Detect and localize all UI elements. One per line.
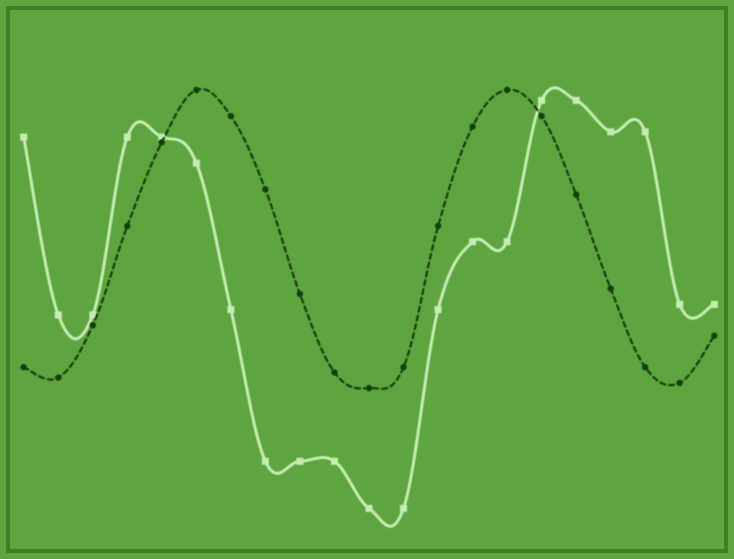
data-point — [227, 112, 235, 120]
data-point — [642, 364, 649, 371]
data-point — [538, 96, 546, 104]
data-point — [607, 128, 615, 136]
data-point — [538, 112, 545, 120]
data-point — [158, 133, 166, 141]
data-point — [331, 457, 338, 465]
data-point — [400, 504, 407, 512]
data-point — [469, 238, 477, 246]
data-point — [469, 123, 476, 130]
data-point — [54, 311, 62, 319]
data-point — [89, 322, 97, 329]
data-point — [20, 133, 28, 141]
data-point — [193, 86, 200, 94]
data-point — [158, 139, 165, 146]
data-point — [434, 306, 442, 314]
series-light-solid — [20, 86, 718, 528]
data-point — [20, 364, 27, 371]
data-point — [89, 311, 97, 319]
series-dark-dashed — [20, 86, 718, 392]
data-point — [123, 133, 131, 141]
data-point — [641, 128, 649, 136]
data-point — [365, 384, 373, 392]
data-point — [503, 238, 511, 246]
data-point — [192, 159, 200, 167]
data-point — [676, 300, 684, 308]
series-layer — [20, 86, 718, 528]
data-point — [503, 86, 511, 94]
data-point — [710, 300, 718, 308]
data-point — [331, 369, 338, 376]
data-point — [711, 332, 718, 339]
data-point — [296, 457, 304, 465]
data-point — [573, 191, 580, 198]
data-point — [400, 364, 407, 371]
data-point — [676, 379, 683, 387]
data-point — [572, 96, 580, 104]
data-point — [55, 374, 62, 381]
data-point — [261, 457, 269, 465]
data-point — [296, 290, 304, 298]
plot-frame — [6, 6, 728, 553]
data-point — [607, 285, 614, 292]
data-point — [262, 186, 269, 193]
data-point — [434, 222, 442, 230]
data-point — [365, 504, 373, 512]
data-point — [124, 222, 131, 230]
data-point — [227, 306, 235, 314]
